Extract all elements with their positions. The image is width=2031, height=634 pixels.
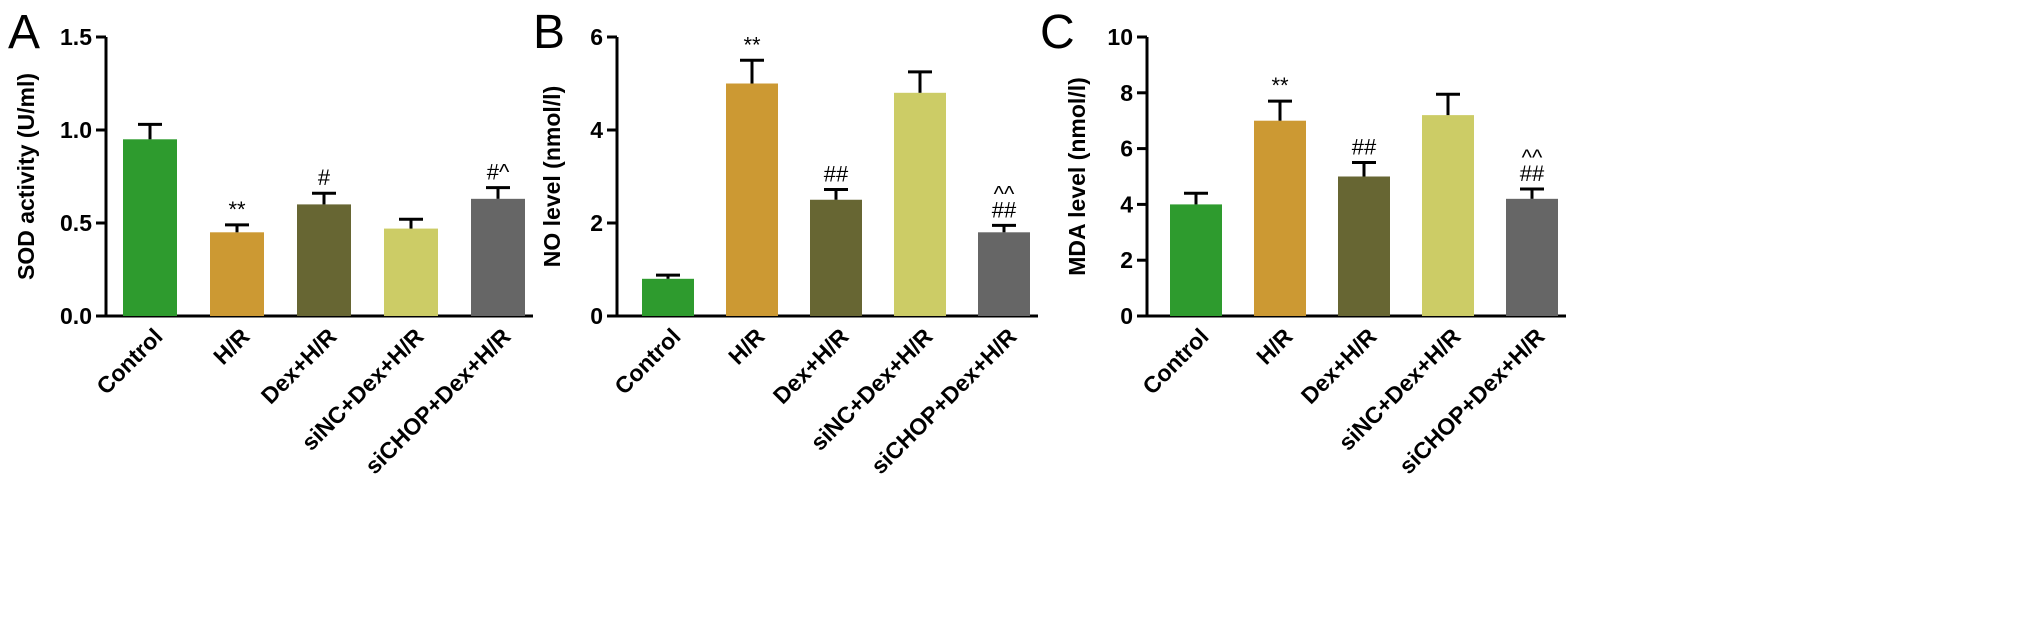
panel-letter: A [8,6,40,59]
significance-label: ## [992,197,1017,222]
y-tick-label: 0 [590,303,603,329]
y-tick-label: 2 [1120,247,1133,273]
x-tick-label: Control [609,323,685,399]
y-tick-label: 4 [590,117,603,143]
x-tick-label: Control [1137,323,1213,399]
chart-panel-a: A 0.0 0.5 1.0 1.5 SOD activity (U/ml) Control *… [8,6,533,479]
y-tick-label: 0.0 [60,303,92,329]
significance-label: ## [824,162,849,187]
bar [210,232,264,316]
y-tick-label: 4 [1120,191,1133,217]
significance-label: # [318,165,331,190]
panel-letter: B [533,6,565,59]
bar [123,139,177,316]
x-tick-label: Control [91,323,167,399]
x-tick-label: H/R [208,323,255,370]
panel-letter: C [1040,6,1075,59]
bar [726,83,778,316]
bar [1338,176,1390,316]
x-tick-label: Dex+H/R [256,323,342,409]
y-axis-title: NO level (nmol/l) [539,86,565,267]
chart-panel-c: C 0 2 4 6 8 10 MDA level (nmol/l) Control ** H/R ##… [1040,6,1566,479]
bar [297,204,351,316]
bar [1254,120,1306,316]
bar [642,278,694,316]
x-tick-label: siCHOP+Dex+H/R [360,323,516,479]
significance-label: ** [228,197,246,222]
bar [471,198,525,316]
y-axis-title: SOD activity (U/ml) [13,73,39,280]
y-tick-label: 8 [1120,80,1133,106]
y-axis-title: MDA level (nmol/l) [1064,77,1090,276]
y-tick-label: 6 [1120,136,1133,162]
x-tick-label: siCHOP+Dex+H/R [866,323,1022,479]
bar [978,232,1030,316]
x-tick-label: Dex+H/R [1296,323,1382,409]
significance-label: ## [1352,135,1377,160]
significance-label: ^^ [994,181,1015,206]
y-tick-label: 10 [1107,24,1133,50]
x-tick-label: Dex+H/R [768,323,854,409]
significance-label: ## [1520,161,1545,186]
y-tick-label: 0 [1120,303,1133,329]
y-tick-label: 2 [590,210,603,236]
bar [1170,204,1222,316]
significance-label: ** [743,32,761,57]
x-tick-label: H/R [723,323,770,370]
bar [894,92,946,316]
y-tick-label: 1.5 [60,24,92,50]
y-tick-label: 1.0 [60,117,92,143]
significance-label: ^^ [1522,145,1543,170]
bar [384,228,438,316]
significance-label: ** [1271,73,1289,98]
x-tick-label: siCHOP+Dex+H/R [1394,323,1550,479]
x-tick-label: H/R [1251,323,1298,370]
bar [1422,115,1474,317]
bar [810,199,862,316]
bar [1506,198,1558,316]
y-tick-label: 0.5 [60,210,92,236]
y-tick-label: 6 [590,24,603,50]
significance-label: #^ [487,160,510,185]
chart-panel-b: B 0 2 4 6 NO level (nmol/l) Control ** H/R ## Dex+… [533,6,1038,479]
